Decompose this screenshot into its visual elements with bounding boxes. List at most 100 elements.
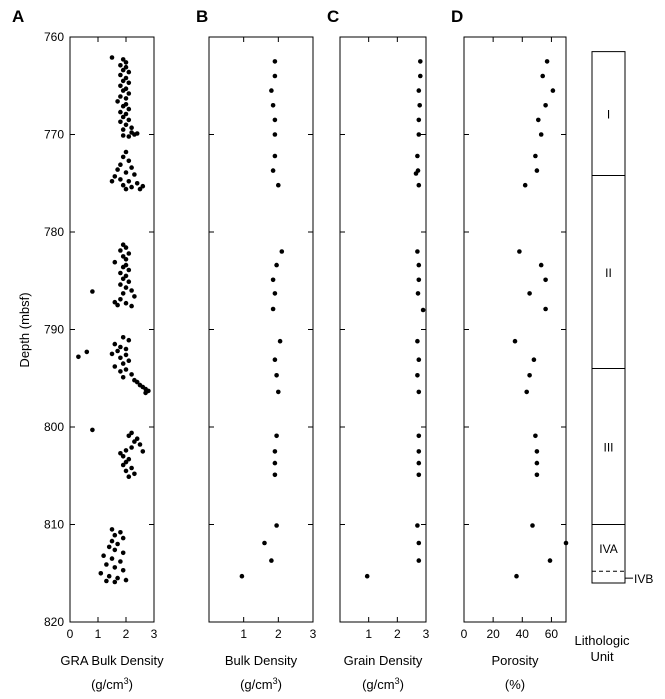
- x-tick-label: 60: [545, 627, 559, 641]
- data-point: [123, 64, 129, 70]
- depth-axis-label: Depth (mbsf): [17, 292, 32, 367]
- y-tick-label: 790: [44, 323, 64, 337]
- x-tick-label: 1: [240, 627, 247, 641]
- data-point: [239, 573, 245, 579]
- data-point: [272, 132, 278, 137]
- data-point: [272, 460, 278, 466]
- data-point: [120, 127, 126, 132]
- data-point: [272, 291, 278, 296]
- data-point: [123, 60, 129, 65]
- x-axis-units: (%): [505, 677, 525, 692]
- data-point: [123, 273, 129, 279]
- data-point: [126, 179, 132, 184]
- data-point: [115, 348, 120, 354]
- data-point: [120, 254, 126, 259]
- data-point: [120, 361, 126, 366]
- data-point: [416, 277, 422, 283]
- data-point: [547, 558, 553, 563]
- x-tick-label: 3: [423, 627, 430, 641]
- data-point: [112, 341, 118, 347]
- data-point: [129, 125, 134, 130]
- data-point: [115, 302, 120, 308]
- data-point: [90, 427, 95, 433]
- lithology-title: Unit: [590, 649, 614, 664]
- data-point: [109, 179, 115, 184]
- panel-frame: [69, 36, 155, 623]
- data-point: [533, 433, 538, 439]
- data-point: [109, 351, 115, 357]
- data-point: [118, 83, 123, 89]
- data-point: [123, 367, 129, 372]
- data-point: [120, 335, 126, 340]
- data-point: [118, 282, 123, 287]
- data-point: [123, 75, 129, 81]
- x-tick-label: 2: [394, 627, 401, 641]
- data-point: [123, 448, 129, 453]
- data-point: [544, 59, 550, 64]
- data-point: [104, 562, 109, 567]
- data-point: [126, 433, 132, 439]
- data-point: [84, 349, 90, 355]
- data-point: [118, 451, 123, 456]
- data-point: [118, 559, 123, 564]
- data-point: [129, 303, 134, 309]
- data-point: [514, 573, 519, 579]
- x-axis-label: Bulk Density: [225, 653, 298, 668]
- data-point: [109, 538, 115, 544]
- data-point: [126, 91, 132, 96]
- data-point: [143, 390, 148, 396]
- data-point: [416, 389, 422, 395]
- data-point: [416, 357, 422, 363]
- x-axis-units: (g/cm3): [362, 676, 404, 692]
- lithology-unit-label: III: [603, 441, 613, 455]
- panel-letter-c: C: [327, 7, 339, 26]
- panel-frame: [339, 36, 427, 623]
- data-point: [538, 132, 544, 137]
- data-point: [416, 540, 422, 546]
- lithology-unit-label: II: [605, 266, 612, 280]
- data-point: [101, 553, 106, 558]
- data-point: [416, 182, 422, 188]
- x-tick-label: 1: [95, 627, 102, 641]
- data-point: [527, 291, 532, 296]
- data-point: [126, 279, 132, 285]
- data-point: [98, 571, 104, 576]
- x-tick-label: 3: [151, 627, 158, 641]
- data-point: [530, 523, 535, 528]
- data-point: [274, 523, 279, 528]
- data-point: [123, 285, 129, 290]
- data-point: [533, 153, 538, 159]
- data-point: [118, 355, 123, 361]
- y-tick-label: 810: [44, 518, 64, 532]
- x-tick-label: 1: [365, 627, 372, 641]
- data-point: [120, 103, 126, 109]
- data-point: [123, 352, 129, 358]
- panel-d: D 0 20 40 60 Porosity (%): [451, 7, 569, 692]
- y-tick-label: 820: [44, 615, 64, 629]
- data-point: [129, 288, 134, 293]
- data-point: [118, 344, 123, 350]
- data-point: [137, 186, 143, 192]
- data-point: [123, 459, 129, 465]
- data-point: [418, 59, 423, 64]
- data-point: [118, 72, 123, 78]
- data-point: [118, 63, 123, 68]
- data-point: [364, 573, 370, 579]
- data-point: [274, 262, 279, 268]
- data-point: [272, 117, 278, 123]
- data-point: [527, 373, 532, 378]
- data-point: [120, 375, 126, 380]
- data-point: [115, 99, 120, 104]
- data-point: [137, 442, 143, 447]
- data-point: [415, 373, 420, 378]
- data-point: [132, 172, 137, 177]
- data-point: [279, 249, 285, 254]
- x-axis-label: GRA Bulk Density: [60, 653, 164, 668]
- x-tick-label: 0: [67, 627, 74, 641]
- data-point: [270, 306, 276, 312]
- data-point: [118, 248, 123, 253]
- data-point: [118, 297, 123, 302]
- x-axis-units: (g/cm3): [240, 676, 282, 692]
